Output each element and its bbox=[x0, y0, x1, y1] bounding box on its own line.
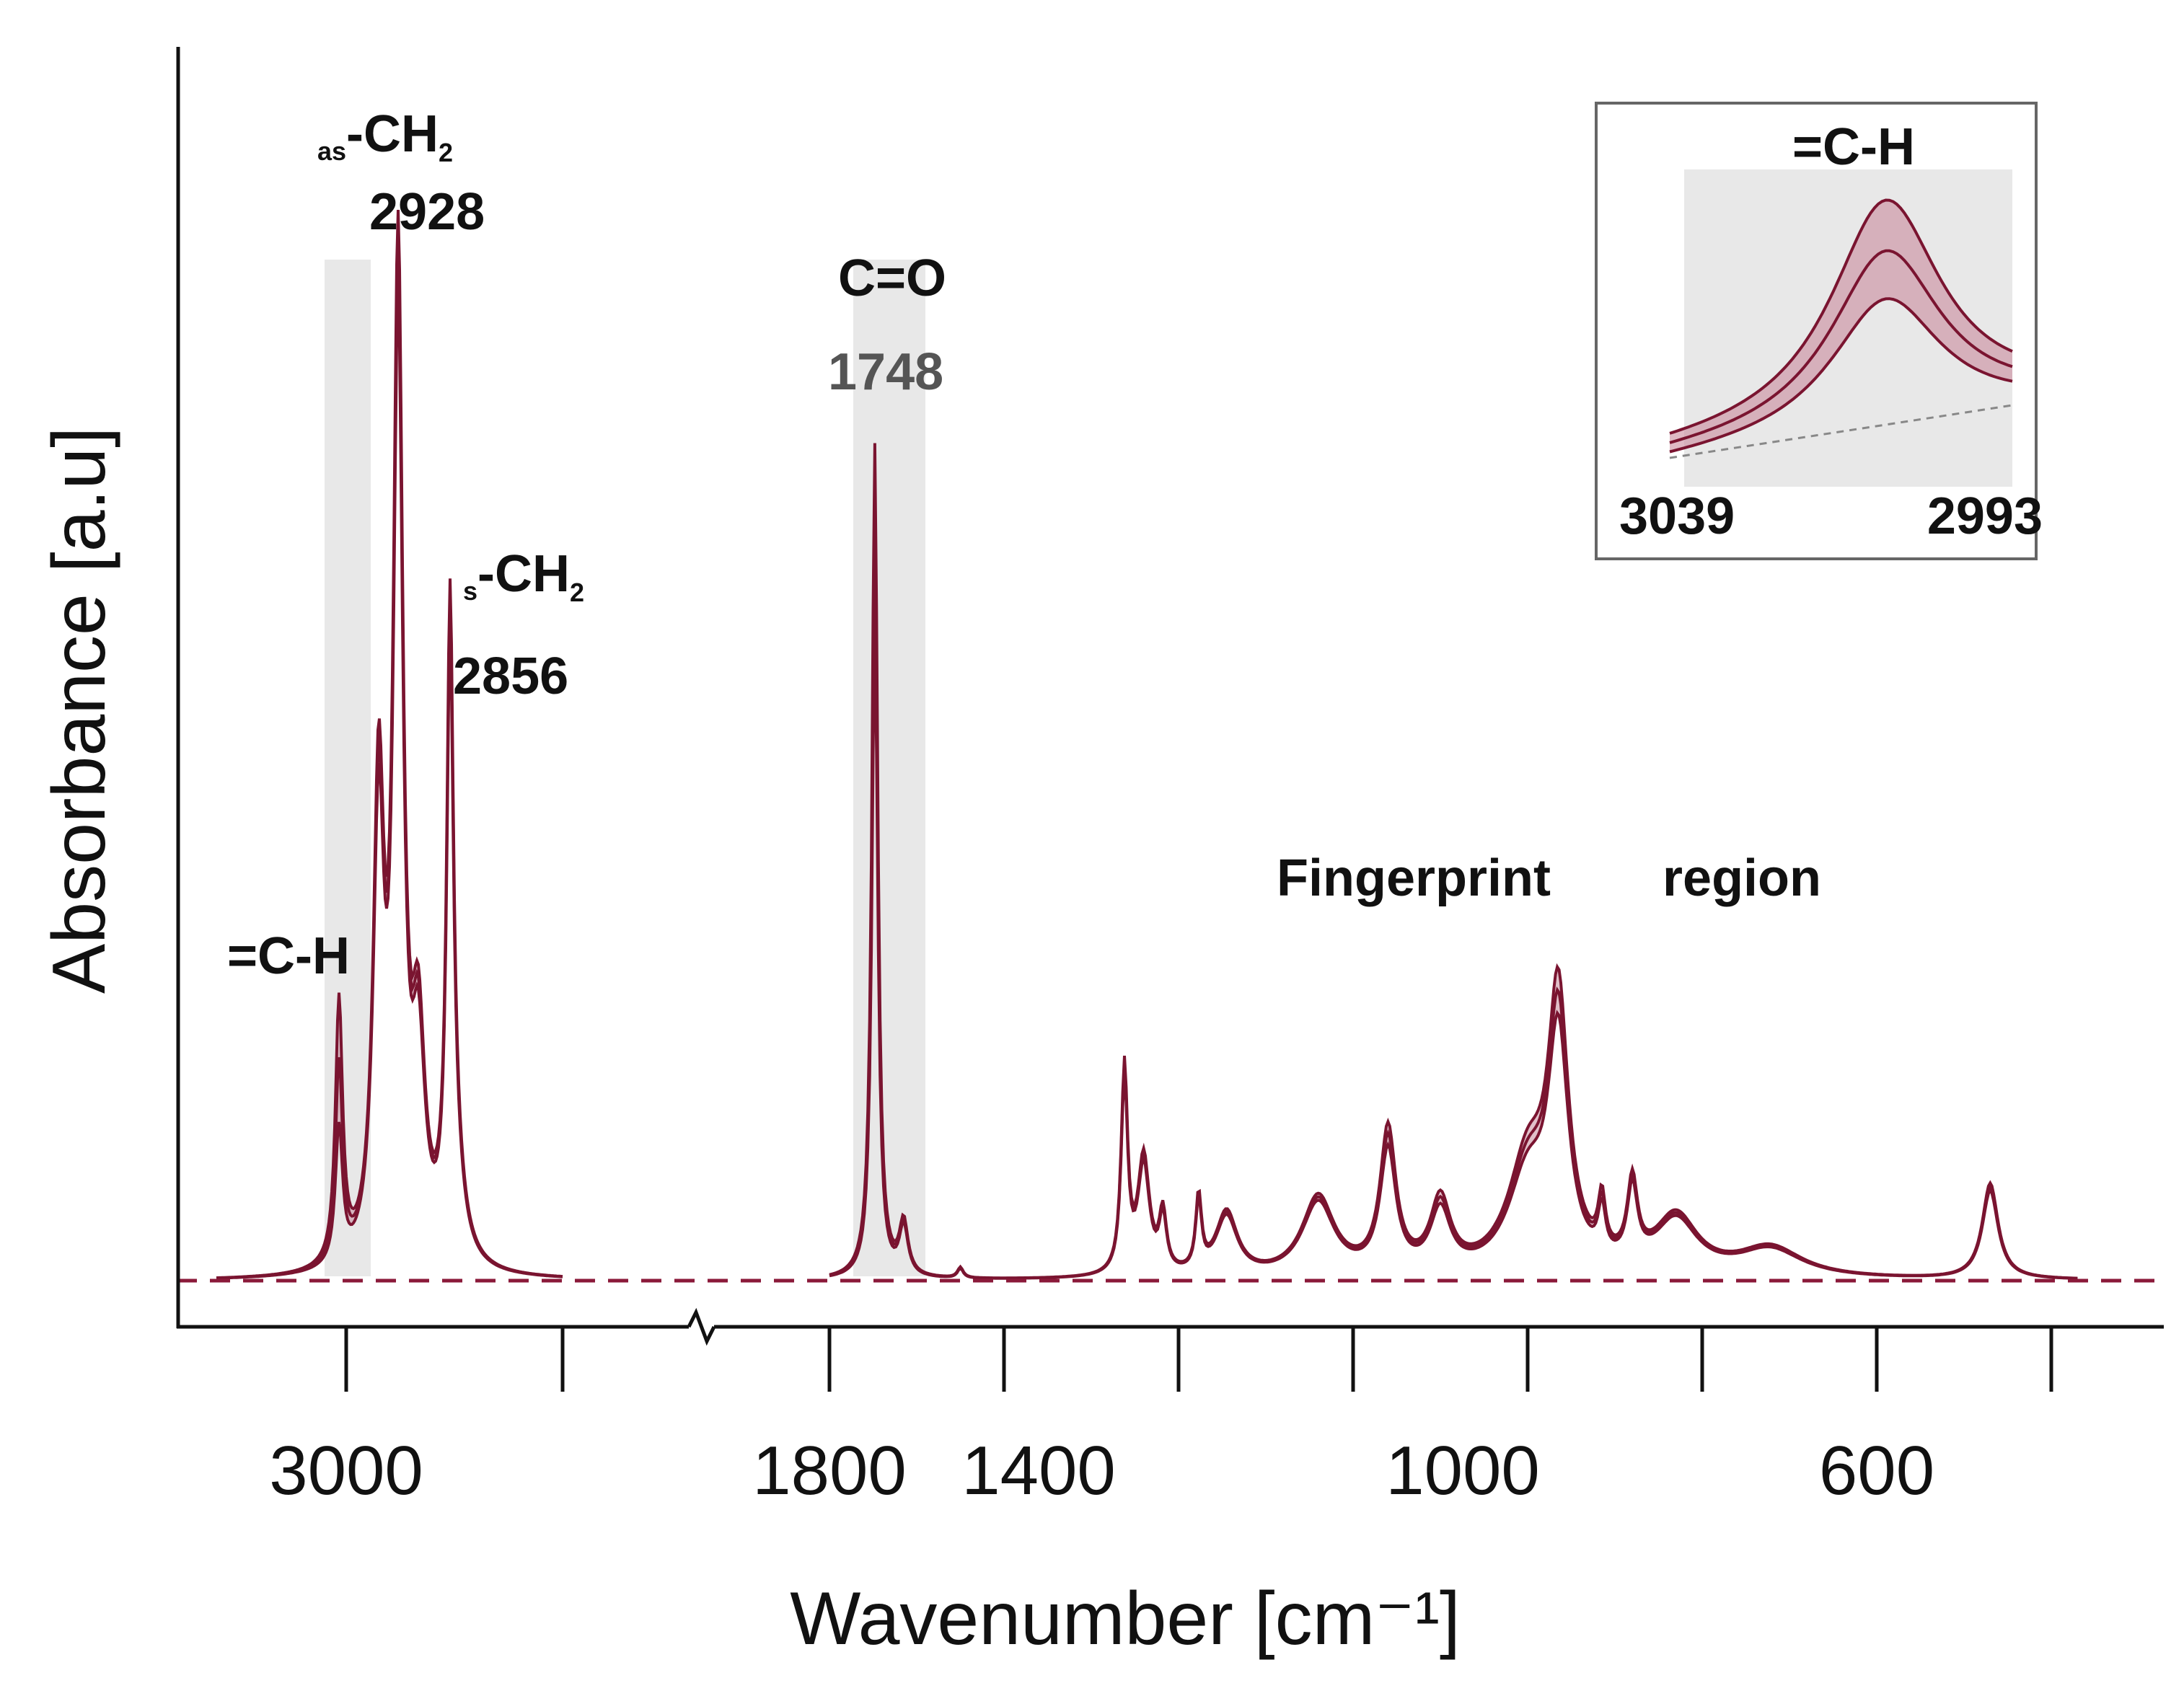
spectrum-line-mean-seg-0 bbox=[216, 251, 563, 1280]
y-axis-title: Absorbance [a.u] bbox=[38, 427, 121, 994]
tick-label-600: 600 bbox=[1819, 1432, 1934, 1509]
annotation-as-ch2: as-CH2 bbox=[317, 105, 453, 167]
inset-left-label: 3039 bbox=[1619, 487, 1735, 545]
tick-label-3000: 3000 bbox=[269, 1432, 423, 1509]
tick-label-1000: 1000 bbox=[1386, 1432, 1540, 1509]
inset-band bbox=[1670, 200, 2012, 452]
x-axis-break bbox=[687, 1307, 716, 1346]
annotation-region: region bbox=[1663, 849, 1821, 907]
inset-spectrum-lines bbox=[1669, 198, 2013, 454]
inset-right-label: 2993 bbox=[1927, 487, 2043, 545]
spectrum-line-lower-seg-1 bbox=[829, 622, 2078, 1280]
inset-baseline bbox=[1669, 404, 2013, 459]
tick-label-1800: 1800 bbox=[752, 1432, 907, 1509]
tick-label-1400: 1400 bbox=[961, 1432, 1116, 1509]
annotation-carbonyl: C=O bbox=[838, 249, 946, 307]
inset-line-mean bbox=[1669, 249, 2013, 444]
as-prefix: as bbox=[317, 136, 346, 166]
spectrum-lines bbox=[216, 210, 2078, 1280]
spectrum-line-upper-seg-0 bbox=[216, 210, 563, 1280]
annotation-s-value: 2856 bbox=[453, 648, 568, 705]
x-axis-title: Wavenumber [cm⁻¹] bbox=[790, 1577, 1460, 1661]
as-main: -CH bbox=[346, 105, 439, 163]
inset-line-lower bbox=[1669, 297, 2013, 454]
spectrum-line-lower-seg-0 bbox=[216, 293, 563, 1280]
x-axis-ticks bbox=[344, 1327, 2053, 1392]
inset-title: =C-H bbox=[1792, 118, 1915, 176]
spectrum-band-seg-0 bbox=[216, 210, 563, 1278]
s-sub: 2 bbox=[570, 578, 584, 607]
annotation-s-ch2: s-CH2 bbox=[463, 545, 584, 607]
inset-line-upper bbox=[1669, 198, 2013, 435]
inset-panel: =C-H 3039 2993 bbox=[1595, 102, 2043, 560]
annotation-ch-olefin: =C-H bbox=[227, 927, 350, 985]
annotation-fingerprint: Fingerprint bbox=[1277, 849, 1551, 907]
highlight-ch-olefin bbox=[325, 260, 371, 1276]
annotation-as-value: 2928 bbox=[369, 183, 485, 241]
s-prefix: s bbox=[463, 576, 477, 606]
s-main: -CH bbox=[477, 545, 570, 603]
annotation-carbonyl-value: 1748 bbox=[828, 343, 943, 401]
as-sub: 2 bbox=[439, 138, 453, 167]
highlight-carbonyl bbox=[853, 260, 925, 1276]
